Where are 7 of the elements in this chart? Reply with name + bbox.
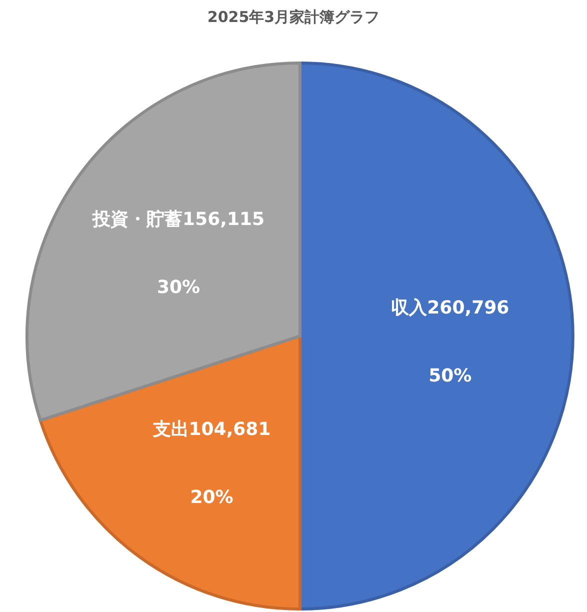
slice-label: 収入260,796	[391, 298, 510, 318]
data-label: 50%	[428, 366, 472, 386]
data-label: 20%	[190, 486, 234, 508]
chart-title: 2025年3月家計簿グラフ	[206, 8, 381, 27]
slice-label: 投資・貯蓄156,115	[92, 209, 265, 230]
data-label: 30%	[156, 277, 200, 298]
slice-label: 支出104,681	[152, 418, 271, 440]
